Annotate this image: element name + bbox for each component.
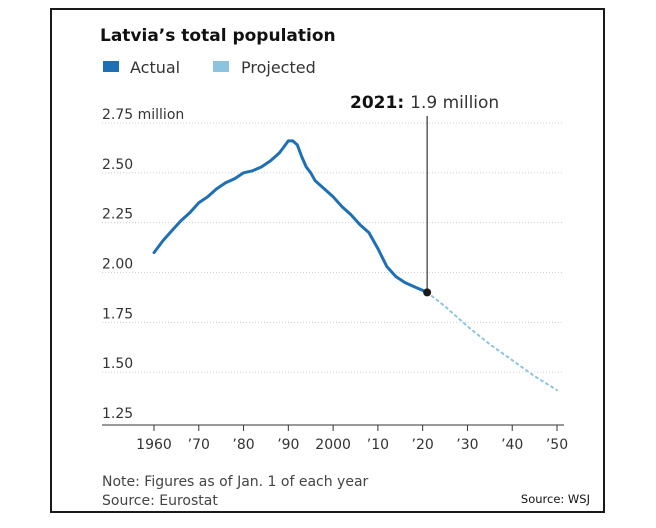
source-note: Source: Eurostat (102, 493, 218, 509)
chart-frame: Latvia’s total population Actual Project… (50, 8, 605, 513)
x-tick-label: ’90 (277, 437, 299, 453)
line-chart: Latvia’s total population Actual Project… (100, 26, 590, 509)
credit-label: Source: WSJ (521, 492, 590, 506)
x-tick-label: ’40 (501, 437, 523, 453)
x-tick-label: 1960 (136, 437, 172, 453)
x-tick-label: ’20 (412, 437, 434, 453)
chart-title: Latvia’s total population (100, 26, 336, 46)
gridlines (102, 122, 564, 373)
y-tick-label: 1.25 (102, 406, 133, 422)
y-tick-label: 2.00 (102, 257, 133, 273)
y-tick-label: 2.25 (102, 207, 133, 223)
legend-swatch-actual (103, 61, 119, 72)
x-tick-label: ’80 (232, 437, 254, 453)
annotation-label: 2021: 1.9 million (350, 93, 499, 113)
projected-series-line (426, 291, 558, 392)
x-tick-label: 2000 (315, 437, 351, 453)
annotation-point (423, 288, 432, 297)
legend-label-projected: Projected (241, 58, 316, 77)
y-tick-label: 1.50 (102, 356, 133, 372)
legend-swatch-projected (213, 61, 229, 72)
annotation-year: 2021: (350, 93, 404, 113)
y-axis-ticks: 1.25 1.50 1.75 2.00 2.25 2.50 2.75 million (102, 107, 184, 422)
x-tick-label: ’10 (367, 437, 389, 453)
actual-series-line (152, 139, 429, 294)
legend-label-actual: Actual (130, 58, 180, 77)
x-tick-label: ’70 (188, 437, 210, 453)
x-axis-ticks: 1960 ’70 ’80 ’90 2000 ’10 ’20 ’30 ’40 ’50 (136, 425, 568, 453)
footnote: Note: Figures as of Jan. 1 of each year (102, 474, 369, 490)
annotation-value: 1.9 million (410, 93, 499, 113)
x-tick-label: ’30 (456, 437, 478, 453)
x-tick-label: ’50 (546, 437, 568, 453)
y-tick-label: 1.75 (102, 306, 133, 322)
y-tick-label: 2.75 million (102, 107, 184, 123)
y-tick-label: 2.50 (102, 157, 133, 173)
